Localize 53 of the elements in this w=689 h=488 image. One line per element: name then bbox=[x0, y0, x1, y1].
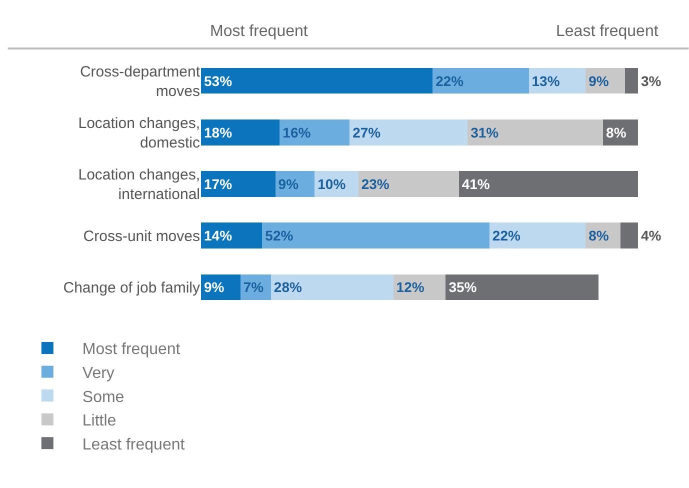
text: Least frequent bbox=[556, 23, 659, 40]
data-label: 8% bbox=[588, 228, 610, 244]
data-label: 23% bbox=[361, 176, 390, 192]
y-tick-label: Location changes, domestic bbox=[78, 114, 200, 152]
bar bbox=[350, 120, 468, 146]
bar bbox=[201, 171, 276, 197]
data-label: 9% bbox=[278, 176, 300, 192]
data-label: 12% bbox=[396, 279, 425, 296]
data-label: 41% bbox=[462, 176, 490, 192]
data-label: 14% bbox=[204, 228, 233, 244]
data-label: 17% bbox=[204, 176, 233, 192]
data-label: 9% bbox=[204, 279, 225, 296]
legend-label: Little bbox=[82, 412, 116, 430]
data-label: 3% bbox=[641, 72, 662, 89]
bar bbox=[270, 274, 394, 300]
data-label: 9% bbox=[588, 72, 610, 89]
data-label: 18% bbox=[204, 124, 233, 140]
legend-label: Least frequent bbox=[82, 436, 186, 454]
bar bbox=[620, 222, 638, 248]
bar bbox=[201, 222, 262, 248]
bar bbox=[458, 171, 638, 197]
data-label: 4% bbox=[641, 228, 662, 244]
bar bbox=[446, 274, 599, 300]
data-label: 35% bbox=[448, 279, 478, 296]
data-label: 22% bbox=[436, 72, 464, 89]
bar bbox=[280, 120, 350, 146]
y-tick-label: Location changes, international bbox=[78, 166, 200, 203]
data-label: 13% bbox=[532, 72, 560, 89]
data-label: 8% bbox=[606, 124, 627, 140]
bar bbox=[468, 120, 604, 146]
data-label: 53% bbox=[204, 72, 233, 89]
data-label: 10% bbox=[318, 176, 346, 192]
legend-label: Most frequent bbox=[82, 341, 181, 358]
bar bbox=[201, 68, 433, 94]
bar bbox=[489, 222, 586, 248]
y-tick-label: Change of job family bbox=[63, 279, 200, 296]
y-tick-label: Cross-department moves bbox=[80, 63, 201, 100]
data-label: 22% bbox=[492, 228, 521, 244]
data-label: 7% bbox=[243, 279, 264, 296]
legend-label: Very bbox=[82, 365, 114, 382]
bar bbox=[432, 68, 529, 94]
bar bbox=[358, 171, 459, 197]
text: Most frequent bbox=[210, 23, 308, 40]
data-label: 52% bbox=[265, 228, 294, 244]
data-label: 31% bbox=[470, 124, 500, 140]
data-label: 27% bbox=[352, 124, 382, 140]
data-label: 28% bbox=[274, 279, 302, 296]
legend-label: Some bbox=[82, 388, 124, 406]
bar bbox=[624, 68, 638, 94]
bar bbox=[201, 120, 280, 146]
data-label: 16% bbox=[282, 124, 312, 140]
bar bbox=[262, 222, 490, 248]
y-tick-label: Cross-unit moves bbox=[83, 228, 200, 245]
